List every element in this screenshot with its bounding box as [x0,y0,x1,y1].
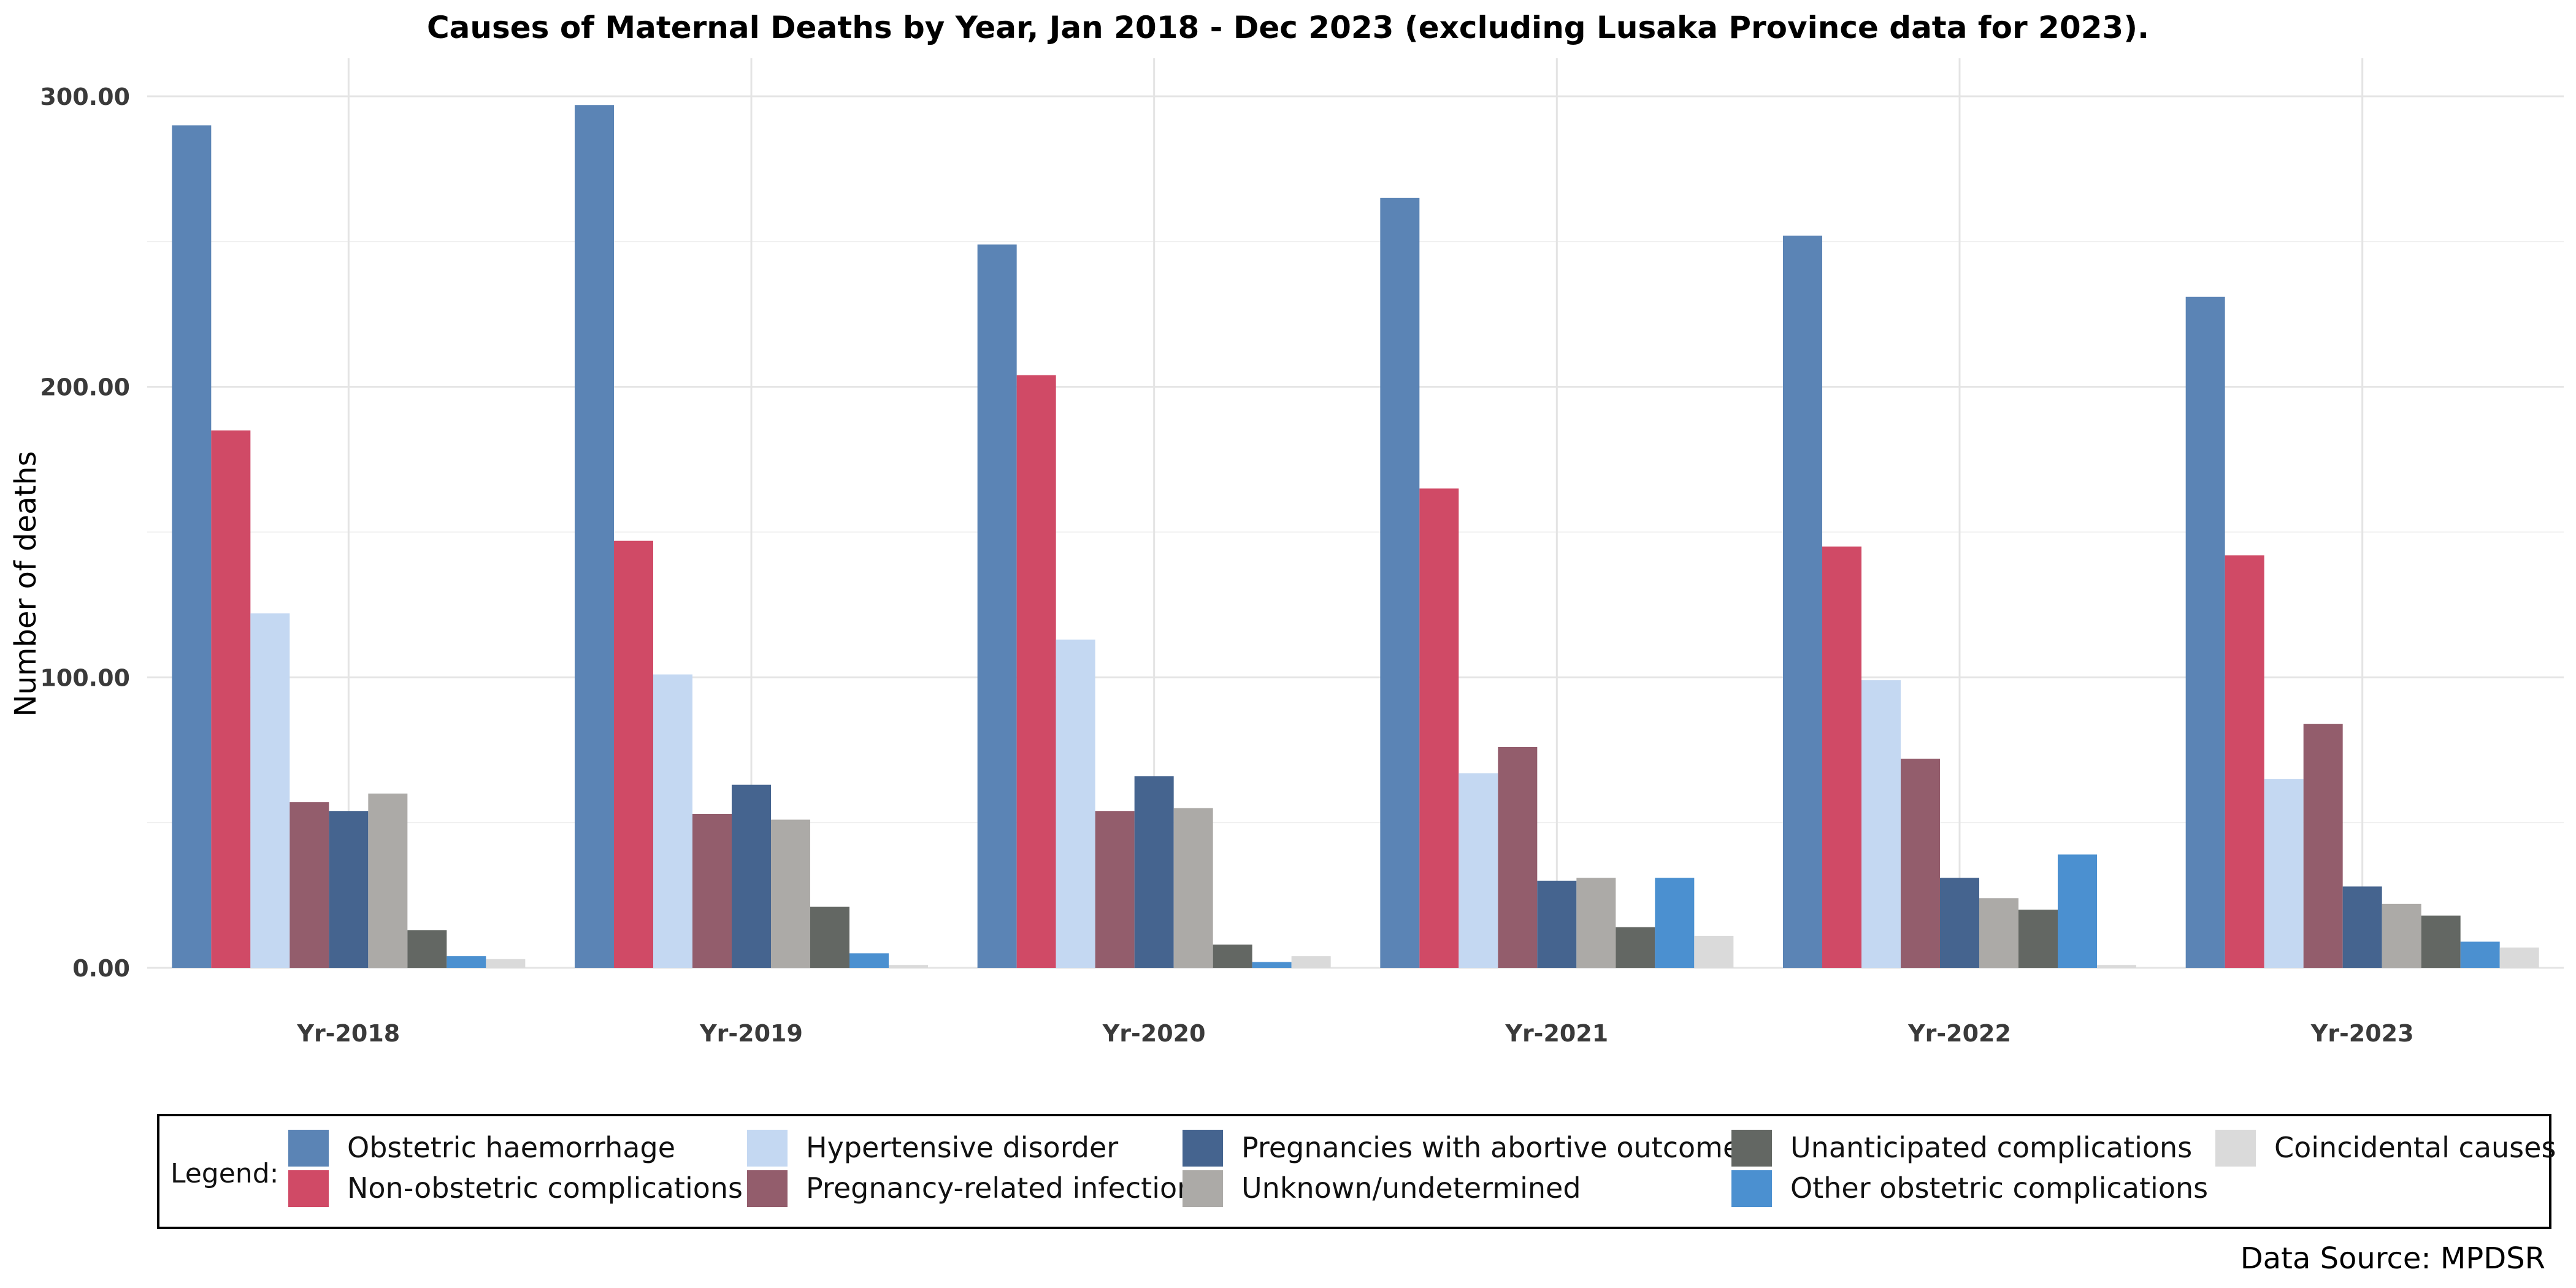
bar [250,613,290,968]
bar [2185,296,2225,968]
legend-swatch [1731,1170,1772,1207]
bar [1291,956,1331,968]
bar [1576,878,1616,968]
legend-swatch [1731,1130,1772,1167]
bar [2097,965,2136,968]
legend-label: Coincidental causes [2274,1131,2556,1164]
x-tick-label: Yr-2018 [296,1020,400,1047]
bar [692,813,732,968]
bar [1783,236,1822,968]
legend-swatch [1183,1170,1223,1207]
legend-swatch [747,1170,788,1207]
y-tick-label: 200.00 [40,374,130,401]
bar [1252,962,1292,968]
bar [732,784,771,968]
bar [2382,903,2421,968]
bar [2499,947,2539,968]
legend: Legend: Obstetric haemorrhage Non-obstetr… [157,1114,2556,1229]
bar [1861,680,1901,968]
legend-label: Pregnancy-related infection [806,1171,1195,1205]
x-tick-label: Yr-2022 [1907,1020,2011,1047]
bar [407,930,447,968]
bar [614,540,653,968]
bar [1095,811,1135,968]
legend-label: Obstetric haemorrhage [347,1131,675,1164]
bar [1901,758,1940,968]
bar [1134,776,1174,968]
bar [2264,779,2304,968]
x-tick-labels: Yr-2018 Yr-2019 Yr-2020 Yr-2021 Yr-2022 Yr-20… [296,1020,2413,1047]
bar [1537,880,1577,968]
bar [1498,747,1538,968]
bar [2018,910,2058,968]
bar [1616,927,1655,968]
legend-label: Other obstetric complications [1790,1171,2208,1205]
bar [849,953,889,968]
bar [1940,878,1979,968]
legend-label: Unknown/undetermined [1241,1171,1581,1205]
legend-label: Pregnancies with abortive outcome [1241,1131,1740,1164]
bar [1173,808,1213,968]
bar [653,674,692,968]
legend-swatch [1183,1130,1223,1167]
x-tick-label: Yr-2020 [1102,1020,1206,1047]
bar [2460,941,2500,968]
legend-swatch [288,1130,329,1167]
y-axis-label: Number of deaths [9,451,43,716]
bar [1213,945,1252,968]
bar [2342,886,2382,968]
bar [810,907,849,968]
y-tick-label: 100.00 [40,664,130,691]
bar [1056,639,1095,968]
bar [889,965,928,968]
bar [2058,854,2097,968]
y-tick-labels: 0.00 100.00 200.00 300.00 [40,83,130,982]
bar [575,105,614,968]
y-tick-label: 0.00 [72,955,130,982]
bar [1459,773,1498,968]
bar [2421,915,2461,968]
legend-swatch [2215,1130,2256,1167]
legend-swatch [288,1170,329,1207]
legend-box [157,1114,2551,1229]
bar [486,959,526,968]
bars [172,105,2539,968]
bar [368,793,408,968]
bar [1822,546,1861,968]
bar [1380,197,1420,968]
legend-label: Hypertensive disorder [806,1131,1118,1164]
x-tick-label: Yr-2019 [699,1020,803,1047]
bar [1419,488,1459,968]
chart-title: Causes of Maternal Deaths by Year, Jan 2… [427,10,2149,45]
bar [1979,898,2018,968]
data-source: Data Source: MPDSR [2241,1241,2545,1276]
x-tick-label: Yr-2023 [2310,1020,2414,1047]
bar [977,244,1017,968]
bar [2303,724,2343,968]
y-tick-label: 300.00 [40,83,130,110]
grid [147,58,2564,969]
bar [1655,878,1695,968]
legend-swatch [747,1130,788,1167]
legend-label: Non-obstetric complications [347,1171,743,1205]
bar [1016,375,1056,968]
bar [2225,555,2264,968]
bar [771,819,810,968]
bar [329,811,369,968]
bar [172,125,212,968]
x-tick-label: Yr-2021 [1505,1020,1608,1047]
bar [289,802,329,968]
bar [1694,935,1734,968]
legend-title: Legend: [171,1158,278,1189]
bar [447,956,486,968]
legend-label: Unanticipated complications [1790,1131,2192,1164]
bar [211,430,251,968]
